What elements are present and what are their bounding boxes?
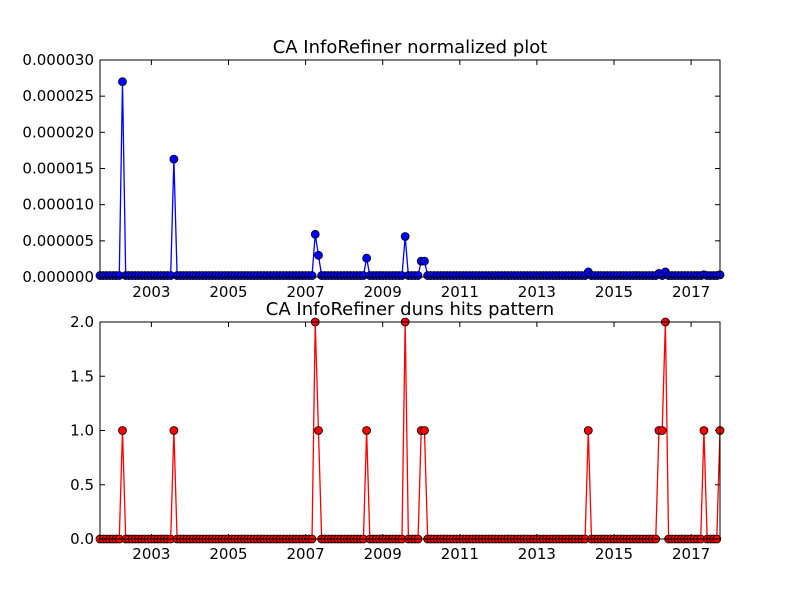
- top-data-point: [118, 77, 127, 87]
- bottom-x-tick-label: 2005: [209, 545, 247, 563]
- top-x-tick-label: 2013: [518, 283, 556, 301]
- top-x-tick-label: 2009: [364, 283, 402, 301]
- bottom-x-tick-label: 2017: [672, 545, 710, 563]
- bottom-data-point: [699, 426, 709, 435]
- bottom-data-point: [657, 426, 667, 435]
- top-y-tick-label: 0.000000: [22, 268, 94, 286]
- bottom-data-point: [362, 426, 372, 435]
- top-data-point: [310, 229, 320, 239]
- bottom-x-tick-label: 2007: [287, 545, 325, 563]
- bottom-x-tick-label: 2011: [441, 545, 479, 563]
- top-y-tick-label: 0.000030: [22, 51, 94, 69]
- top-data-point: [169, 154, 179, 164]
- bottom-x-tick-label: 2009: [364, 545, 402, 563]
- top-chart-title: CA InfoRefiner normalized plot: [273, 37, 548, 58]
- top-data-point: [314, 250, 323, 260]
- top-data-point: [362, 253, 372, 263]
- bottom-chart-frame: [99, 321, 721, 540]
- top-chart: CA InfoRefiner normalized plot 0.0000000…: [22, 37, 725, 301]
- top-chart-series: [95, 77, 725, 280]
- top-y-tick-label: 0.000010: [22, 196, 94, 214]
- top-data-point: [420, 256, 429, 266]
- bottom-data-point: [314, 426, 323, 435]
- top-x-tick-label: 2011: [441, 283, 479, 301]
- bottom-x-tick-label: 2013: [518, 545, 556, 563]
- bottom-y-tick-label: 1.0: [70, 422, 94, 440]
- bottom-chart-title: CA InfoRefiner duns hits pattern: [266, 299, 554, 320]
- bottom-data-point: [420, 426, 429, 435]
- bottom-chart: CA InfoRefiner duns hits pattern 0.0 0.5 1…: [70, 299, 725, 563]
- top-x-tick-label: 2005: [209, 283, 247, 301]
- top-y-tick-label: 0.000005: [22, 232, 94, 250]
- bottom-y-tick-label: 0.0: [70, 530, 94, 548]
- bottom-data-point: [118, 426, 127, 435]
- top-y-tick-label: 0.000020: [22, 123, 94, 141]
- top-data-point: [400, 232, 410, 241]
- top-chart-ticks: 0.000000 0.000005 0.000010 0.000015 0.000020…: [22, 51, 720, 301]
- bottom-x-tick-label: 2015: [595, 545, 633, 563]
- top-data-point: [307, 271, 317, 280]
- top-chart-frame: [99, 59, 721, 278]
- bottom-data-point: [583, 426, 593, 435]
- top-x-tick-label: 2017: [672, 283, 710, 301]
- bottom-x-tick-label: 2003: [132, 545, 170, 563]
- bottom-data-point: [169, 426, 179, 435]
- top-x-tick-label: 2007: [287, 283, 325, 301]
- bottom-y-tick-label: 0.5: [70, 476, 94, 494]
- bottom-chart-ticks: 0.0 0.5 1.0 1.5 2.0 2003 2005 2007 2009 2011 2013 2…: [70, 313, 720, 563]
- top-data-point: [413, 271, 423, 280]
- bottom-y-tick-label: 1.5: [70, 367, 94, 385]
- top-y-tick-label: 0.000015: [22, 160, 94, 178]
- bottom-y-tick-label: 2.0: [70, 313, 94, 331]
- top-y-tick-label: 0.000025: [22, 87, 94, 105]
- top-x-tick-label: 2015: [595, 283, 633, 301]
- top-x-tick-label: 2003: [132, 283, 170, 301]
